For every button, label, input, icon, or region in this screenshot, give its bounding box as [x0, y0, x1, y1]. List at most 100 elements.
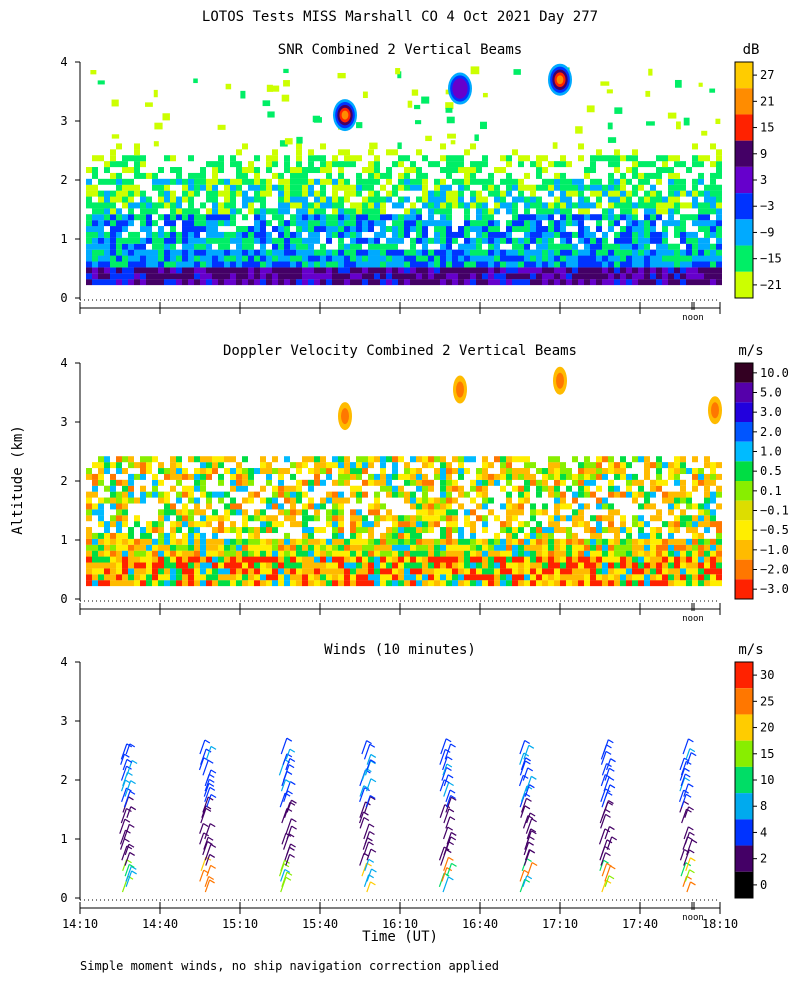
snr-cell: [488, 255, 494, 262]
snr-cell: [446, 214, 452, 221]
snr-cell: [552, 142, 558, 149]
snr-cell: [260, 237, 266, 244]
doppler-cell: [338, 562, 344, 569]
doppler-cell: [110, 515, 116, 522]
doppler-cell: [86, 491, 92, 498]
snr-cell: [470, 226, 476, 233]
doppler-cell: [152, 568, 158, 575]
wind-barb: [361, 740, 372, 755]
doppler-cell: [578, 485, 584, 492]
snr-cell: [116, 267, 122, 274]
snr-cell: [200, 255, 206, 262]
doppler-cell: [362, 556, 368, 563]
doppler-cell: [326, 568, 332, 575]
snr-cell: [188, 261, 194, 268]
snr-cell: [548, 237, 554, 244]
snr-cell: [422, 273, 428, 280]
snr-cell: [692, 267, 698, 274]
snr-cell: [344, 273, 350, 280]
snr-cell: [602, 190, 608, 197]
doppler-cell: [194, 497, 200, 504]
snr-cell: [266, 249, 272, 256]
doppler-cell: [614, 473, 620, 480]
doppler-cell: [440, 550, 446, 557]
doppler-cell: [128, 568, 134, 575]
snr-cell: [464, 255, 470, 262]
doppler-cell: [260, 538, 266, 545]
snr-cell: [92, 172, 98, 179]
doppler-cell: [440, 468, 446, 475]
snr-cell: [392, 261, 398, 268]
doppler-cell: [440, 479, 446, 486]
snr-cell: [656, 273, 662, 280]
snr-cell: [326, 167, 332, 174]
snr-cell: [704, 214, 710, 221]
doppler-cell: [626, 574, 632, 581]
doppler-cell: [422, 479, 428, 486]
doppler-cell: [644, 538, 650, 545]
snr-cell: [404, 214, 410, 221]
doppler-cell: [242, 527, 248, 534]
doppler-cell: [194, 509, 200, 516]
snr-cell: [146, 261, 152, 268]
doppler-cell: [272, 468, 278, 475]
doppler-cell: [134, 544, 140, 551]
snr-cell: [362, 196, 368, 203]
snr-cell: [110, 267, 116, 274]
doppler-cell: [110, 532, 116, 539]
snr-cell: [518, 178, 524, 185]
snr-cell: [356, 122, 363, 129]
snr-cell: [638, 267, 644, 274]
doppler-cell: [440, 562, 446, 569]
doppler-cell: [632, 479, 638, 486]
doppler-cell: [494, 556, 500, 563]
doppler-cell: [344, 479, 350, 486]
doppler-cell: [542, 509, 548, 516]
doppler-cell: [266, 503, 272, 510]
doppler-cell: [542, 503, 548, 510]
doppler-cell: [704, 497, 710, 504]
snr-cell: [128, 190, 134, 197]
snr-cell: [590, 184, 596, 191]
doppler-cell: [488, 574, 494, 581]
snr-cell: [506, 190, 512, 197]
snr-cell: [110, 208, 116, 215]
snr-cell: [92, 231, 98, 238]
snr-cell: [536, 161, 542, 168]
snr-cell: [530, 161, 536, 168]
doppler-cell: [212, 532, 218, 539]
colorbar-unit: m/s: [738, 343, 763, 359]
doppler-cell: [668, 473, 674, 480]
doppler-cell: [380, 538, 386, 545]
doppler-cell: [542, 568, 548, 575]
wind-barb: [683, 783, 694, 797]
snr-cell: [410, 184, 416, 191]
snr-cell: [116, 237, 122, 244]
snr-cell: [254, 279, 260, 286]
doppler-cell: [638, 521, 644, 528]
snr-cell: [488, 237, 494, 244]
snr-cell: [188, 172, 194, 179]
snr-cell: [395, 68, 401, 75]
doppler-cell: [572, 568, 578, 575]
doppler-cell: [608, 527, 614, 534]
doppler-cell: [326, 562, 332, 569]
doppler-cell: [644, 574, 650, 581]
doppler-cell: [422, 538, 428, 545]
snr-cell: [482, 178, 488, 185]
snr-cell: [152, 231, 158, 238]
snr-cell: [284, 237, 290, 244]
colorbar-label: 9: [760, 147, 767, 161]
doppler-cell: [380, 462, 386, 469]
doppler-cell: [104, 556, 110, 563]
doppler-cell: [518, 568, 524, 575]
snr-cell: [248, 196, 254, 203]
snr-cell: [182, 231, 188, 238]
snr-cell: [224, 231, 230, 238]
doppler-cell: [236, 574, 242, 581]
snr-cell: [584, 243, 590, 250]
doppler-cell: [176, 562, 182, 569]
doppler-cell: [146, 562, 152, 569]
snr-cell: [608, 261, 614, 268]
snr-cell: [152, 267, 158, 274]
